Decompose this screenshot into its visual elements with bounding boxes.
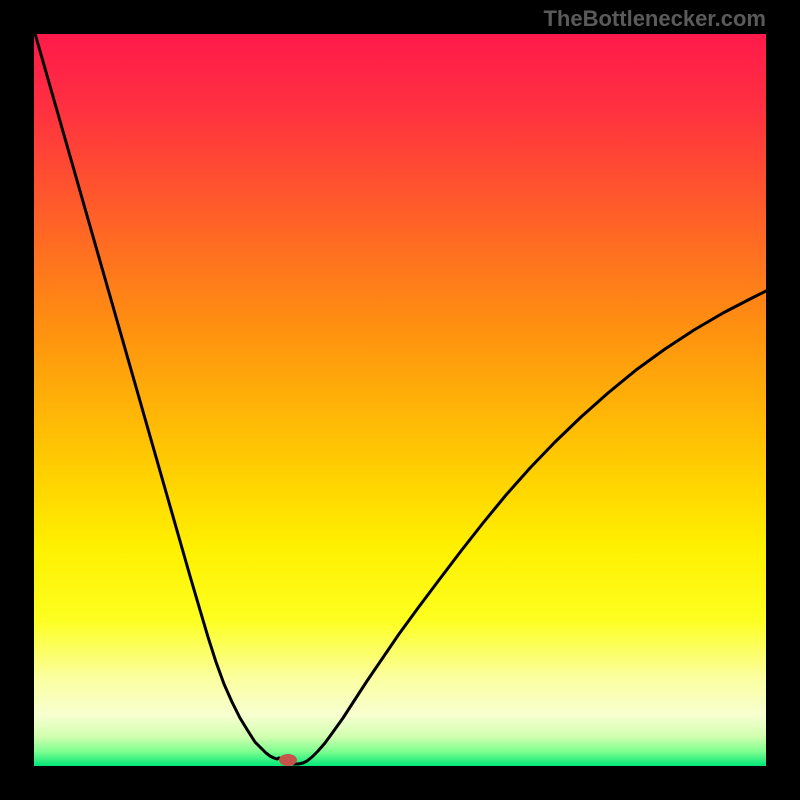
chart-svg	[0, 0, 800, 800]
bottleneck-curve	[34, 30, 766, 764]
bottleneck-marker	[279, 754, 297, 766]
chart-container: TheBottlenecker.com	[0, 0, 800, 800]
plot-area	[34, 34, 766, 766]
watermark-text: TheBottlenecker.com	[543, 6, 766, 32]
